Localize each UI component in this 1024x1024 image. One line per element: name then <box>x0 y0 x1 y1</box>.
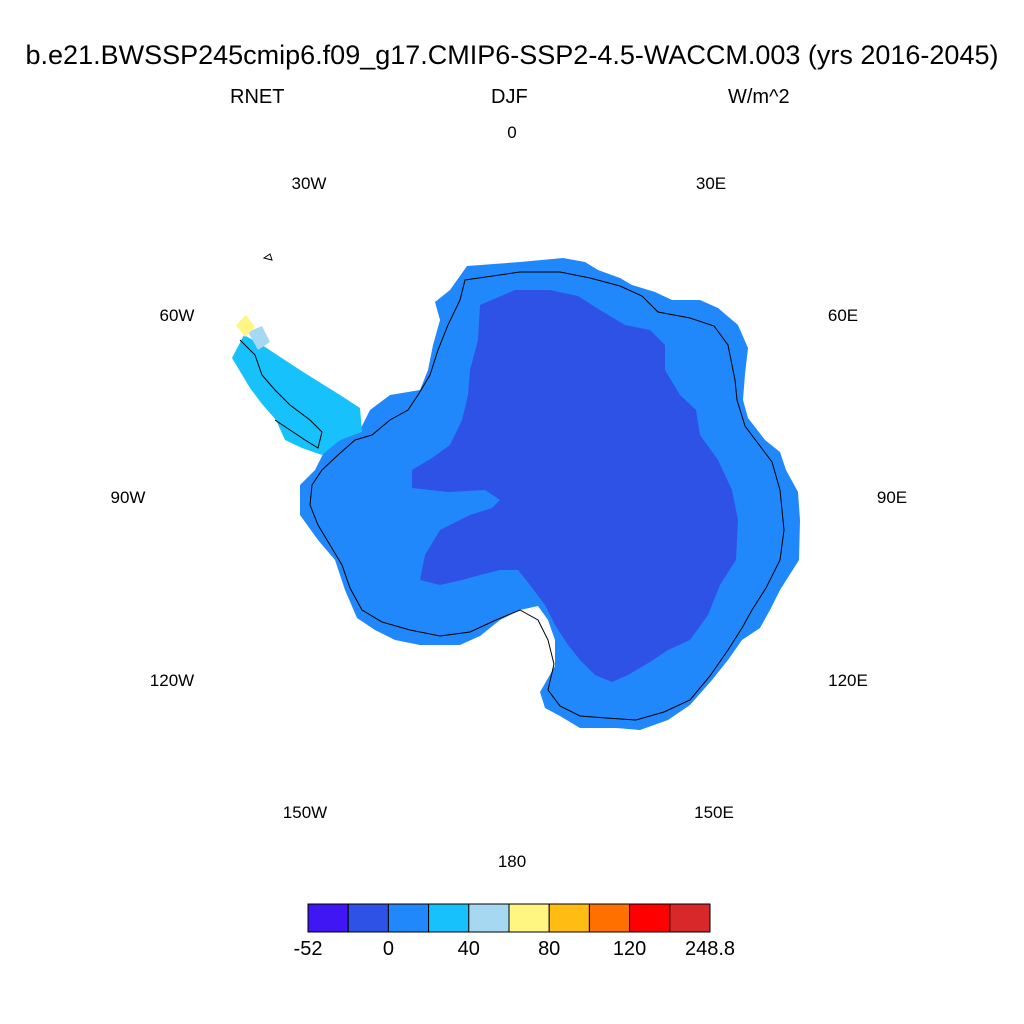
colorbar-box <box>387 903 430 933</box>
colorbar-box <box>588 903 631 933</box>
colorbar-box <box>629 903 671 933</box>
colorbar-label: 120 <box>612 938 647 960</box>
colorbar-label: 248.8 <box>684 938 736 960</box>
lon-label-120w: 120W <box>149 671 195 690</box>
colorbar-box <box>548 903 590 933</box>
colorbar-box <box>468 903 510 933</box>
lon-label-90e: 90E <box>876 488 908 507</box>
colorbar-label: -52 <box>293 938 323 960</box>
lon-label-60w: 60W <box>159 306 195 325</box>
peninsula-light-field <box>248 326 270 350</box>
units-label: W/m^2 <box>728 86 790 108</box>
season-label: DJF <box>491 86 528 108</box>
colorbar-box <box>508 903 550 933</box>
lon-label-180: 180 <box>497 852 527 871</box>
lon-label-0: 0 <box>507 123 517 142</box>
lon-label-30e: 30E <box>695 174 727 193</box>
variable-label: RNET <box>230 86 285 108</box>
lon-label-90w: 90W <box>110 488 146 507</box>
lon-label-150w: 150W <box>282 803 328 822</box>
peninsula-field <box>232 335 362 455</box>
lon-label-120e: 120E <box>828 671 868 690</box>
colorbar-label: 0 <box>382 938 394 960</box>
plot-title: b.e21.BWSSP245cmip6.f09_g17.CMIP6-SSP2-4… <box>25 40 999 70</box>
lon-label-60e: 60E <box>827 306 859 325</box>
colorbar-label: 40 <box>457 938 480 960</box>
colorbar <box>307 903 711 933</box>
colorbar-box <box>347 903 389 933</box>
colorbar-box <box>669 903 711 933</box>
colorbar-label: 80 <box>538 938 561 960</box>
lon-label-150e: 150E <box>694 803 734 822</box>
interior-field <box>412 290 738 682</box>
colorbar-box <box>428 903 470 933</box>
colorbar-box <box>307 903 349 933</box>
lon-label-30w: 30W <box>291 174 327 193</box>
peninsula-tip-field <box>236 315 255 337</box>
